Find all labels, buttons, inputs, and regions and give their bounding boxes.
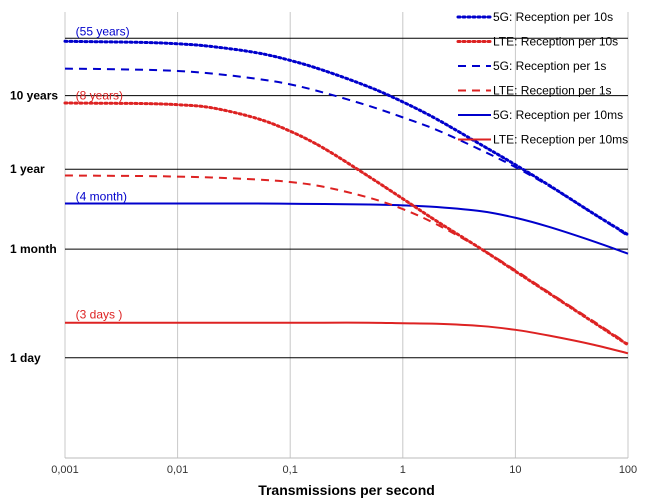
x-tick-label: 1 xyxy=(400,464,406,476)
annotation-label: (3 days ) xyxy=(76,307,123,321)
series-line-1 xyxy=(63,39,630,237)
y-tick-label: 1 year xyxy=(10,162,45,176)
legend-label: LTE: Reception per 10ms xyxy=(493,133,628,147)
x-axis-title: Transmissions per second xyxy=(258,482,435,498)
x-tick-label: 0,1 xyxy=(283,464,298,476)
y-tick-labels: 1 day 1 month 1 year 10 years xyxy=(10,89,58,365)
annotation-label: (4 month) xyxy=(76,190,127,204)
x-tick-label: 0,01 xyxy=(167,464,188,476)
x-tick-labels: 0,001 0,01 0,1 1 10 100 xyxy=(51,464,637,476)
series-line-2 xyxy=(63,101,630,347)
series-line-6 xyxy=(65,321,629,355)
legend: 5G: Reception per 10s LTE: Reception per … xyxy=(456,10,628,147)
annotation-label: (55 years) xyxy=(76,25,130,39)
legend-label: 5G: Reception per 1s xyxy=(493,59,606,73)
series-line-3 xyxy=(64,67,629,237)
horizontal-gridlines xyxy=(65,37,628,359)
x-tick-label: 10 xyxy=(509,464,521,476)
legend-label: LTE: Reception per 1s xyxy=(493,84,612,98)
annotations: (55 years) (8 years) (4 month) (3 days ) xyxy=(76,25,130,322)
legend-label: 5G: Reception per 10s xyxy=(493,10,613,24)
y-tick-label: 1 month xyxy=(10,242,57,256)
series-line-5 xyxy=(65,202,629,255)
legend-label: 5G: Reception per 10ms xyxy=(493,108,623,122)
x-tick-label: 0,001 xyxy=(51,464,79,476)
series-line-4 xyxy=(64,174,629,345)
y-tick-label: 1 day xyxy=(10,351,41,365)
series-lines xyxy=(63,39,630,355)
x-tick-label: 100 xyxy=(619,464,637,476)
y-tick-label: 10 years xyxy=(10,89,58,103)
annotation-label: (8 years) xyxy=(76,89,123,103)
legend-label: LTE: Reception per 10s xyxy=(493,35,618,49)
